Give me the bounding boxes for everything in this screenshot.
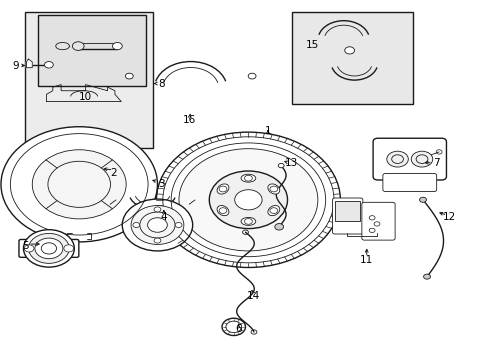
Text: 15: 15: [305, 40, 318, 50]
Ellipse shape: [241, 174, 255, 182]
Circle shape: [248, 73, 256, 79]
Circle shape: [410, 151, 432, 167]
Text: 8: 8: [158, 78, 164, 89]
FancyBboxPatch shape: [19, 239, 79, 257]
Text: 11: 11: [359, 255, 373, 265]
FancyBboxPatch shape: [332, 198, 362, 234]
Ellipse shape: [56, 42, 69, 50]
Circle shape: [35, 238, 63, 259]
Ellipse shape: [217, 206, 228, 216]
Circle shape: [419, 197, 426, 202]
Text: 14: 14: [246, 291, 260, 301]
Circle shape: [278, 163, 284, 168]
Circle shape: [28, 233, 69, 264]
Circle shape: [32, 150, 126, 219]
Circle shape: [122, 199, 192, 251]
Circle shape: [368, 228, 374, 233]
Circle shape: [72, 42, 84, 50]
Circle shape: [133, 222, 140, 228]
FancyBboxPatch shape: [372, 138, 446, 180]
Text: 1: 1: [264, 126, 271, 136]
Text: 6: 6: [235, 324, 242, 334]
Text: 5: 5: [22, 240, 29, 251]
Circle shape: [386, 151, 407, 167]
FancyBboxPatch shape: [361, 202, 394, 240]
Circle shape: [209, 171, 287, 229]
Text: 13: 13: [284, 158, 297, 168]
Ellipse shape: [267, 184, 279, 194]
Circle shape: [147, 218, 167, 232]
Text: 12: 12: [442, 212, 456, 222]
Bar: [334, 201, 360, 221]
Text: 4: 4: [160, 212, 167, 222]
Ellipse shape: [217, 184, 228, 194]
Text: 3: 3: [158, 179, 164, 189]
FancyBboxPatch shape: [382, 174, 436, 192]
Circle shape: [368, 216, 374, 220]
Circle shape: [44, 62, 53, 68]
Circle shape: [175, 222, 182, 228]
Circle shape: [222, 318, 245, 336]
Text: 16: 16: [183, 114, 196, 125]
Circle shape: [154, 238, 161, 243]
Text: 10: 10: [79, 92, 92, 102]
Text: 2: 2: [110, 168, 117, 178]
Circle shape: [373, 222, 379, 226]
Bar: [25, 12, 152, 148]
Circle shape: [423, 274, 429, 279]
Ellipse shape: [241, 217, 255, 225]
Circle shape: [1, 127, 157, 242]
Circle shape: [234, 190, 262, 210]
Bar: [292, 12, 412, 104]
Text: 9: 9: [12, 60, 19, 71]
Bar: [38, 15, 145, 86]
Circle shape: [131, 206, 183, 244]
Text: 7: 7: [432, 158, 439, 168]
Circle shape: [274, 224, 283, 230]
Circle shape: [64, 245, 74, 252]
Circle shape: [156, 132, 340, 267]
Circle shape: [344, 47, 354, 54]
Circle shape: [154, 207, 161, 212]
Polygon shape: [26, 59, 32, 68]
Circle shape: [112, 42, 122, 50]
Circle shape: [125, 73, 133, 79]
Circle shape: [23, 230, 74, 267]
Circle shape: [24, 245, 34, 252]
Ellipse shape: [267, 206, 279, 216]
Circle shape: [179, 149, 317, 251]
